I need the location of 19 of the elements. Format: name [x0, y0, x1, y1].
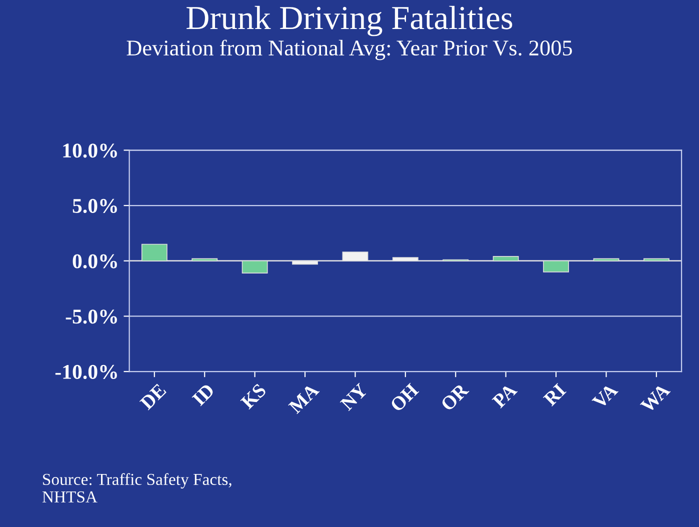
x-tick-label: OH: [390, 382, 420, 412]
y-tick-label: 0.0%: [72, 254, 117, 268]
x-tick-label: KS: [240, 382, 267, 410]
y-tick-label: 10.0%: [63, 144, 117, 158]
y-tick-label: -5.0%: [66, 310, 117, 324]
x-tick-label: WA: [640, 382, 671, 414]
x-tick-label: DE: [139, 383, 167, 410]
x-tick-label: RI: [542, 382, 567, 407]
x-tick-label: OR: [440, 382, 470, 412]
x-tick-label: VA: [592, 382, 619, 410]
x-tick-label: ID: [192, 383, 215, 406]
x-tick-label: MA: [288, 382, 320, 414]
x-tick-label: NY: [340, 382, 368, 412]
y-tick-label: -10.0%: [55, 364, 117, 380]
x-tick-label: PA: [492, 382, 518, 409]
chart-subtitle: Deviation from National Avg: Year Prior Vs. 2005: [126, 40, 572, 60]
y-tick-label: 5.0%: [72, 198, 117, 214]
source-note: Source: Traffic Safety Facts, NHTSA: [42, 473, 232, 503]
chart-title: Drunk Driving Fatalities: [186, 6, 512, 36]
